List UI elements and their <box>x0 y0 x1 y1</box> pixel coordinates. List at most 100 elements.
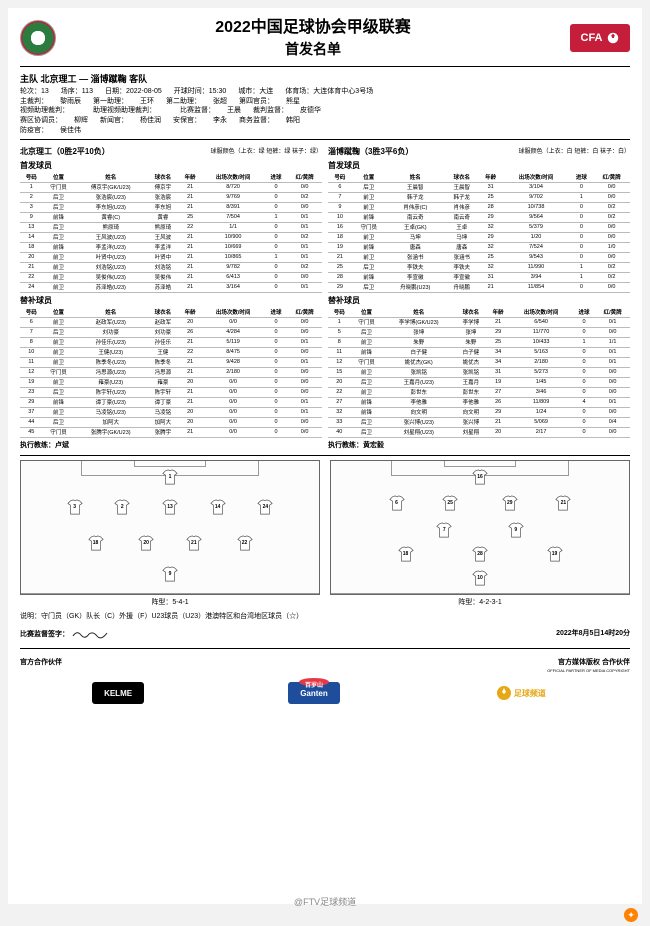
jersey: 19 <box>546 546 564 562</box>
away-formation-label: 阵型：4-2-3-1 <box>330 597 630 607</box>
subs-label: 替补球员 <box>20 293 322 308</box>
table-row: 13后卫熊原琦熊原琦221/100/1 <box>20 222 322 232</box>
document-page: 2022中国足球协会甲级联赛 首发名单 CFA 主队 北京理工 — 淄博蹴鞠 客… <box>8 8 642 904</box>
signature-line: 比赛监督签字： 2022年8月5日14时20分 <box>20 628 630 640</box>
jersey: 9 <box>507 522 525 538</box>
signature-scribble <box>71 628 111 640</box>
table-row: 10前卫王健(U23)王健228/47500/0 <box>20 347 322 357</box>
jersey: 24 <box>256 499 274 515</box>
table-row: 9前卫肖伟彦(C)肖伟彦2810/73800/2 <box>328 202 630 212</box>
home-roster: 北京理工（0胜2平10负） 球服颜色（上衣：绿 短裤：绿 袜子：绿） 首发球员 … <box>20 143 322 452</box>
table-row: 24前卫苏泽皓(U23)苏泽皓213/16400/1 <box>20 282 322 292</box>
main-title: 2022中国足球协会甲级联赛 <box>56 18 570 39</box>
header: 2022中国足球协会甲级联赛 首发名单 CFA <box>20 18 630 63</box>
table-row: 1守门员李学博(GK/U23)李学博216/54000/1 <box>328 317 630 327</box>
jersey: 7 <box>435 522 453 538</box>
table-row: 32前锋向文明向文明291/2400/0 <box>328 407 630 417</box>
table-row: 40后卫刘星翔(U23)刘星翔202/1700/0 <box>328 427 630 437</box>
formations: 132131424182021229 阵型：5-4-1 166252921791… <box>20 460 630 607</box>
jersey: 21 <box>554 495 572 511</box>
table-row: 7前卫韩子龙韩子龙259/70210/0 <box>328 192 630 202</box>
divider <box>20 139 630 140</box>
pitch-home: 132131424182021229 <box>20 460 320 595</box>
table-row: 12守门员冯思源(U23)冯思源212/18000/0 <box>20 367 322 377</box>
table-row: 21前卫刘浩铭(U23)刘浩铭219/78200/2 <box>20 262 322 272</box>
table-row: 18前卫马坤马坤291/2000/0 <box>328 232 630 242</box>
table-row: 22前卫彭世东彭世东273/4600/0 <box>328 387 630 397</box>
away-roster: 淄博蹴鞠（3胜3平6负） 球服颜色（上衣：白 短裤：白 袜子：白） 首发球员 号… <box>328 143 630 452</box>
divider <box>20 455 630 456</box>
table-row: 23后卫陈宇轩(U23)陈宇轩210/000/0 <box>20 387 322 397</box>
table-row: 9前锋黄睿(C)黄睿257/50410/1 <box>20 212 322 222</box>
legend-notes: 说明：守门员（GK）队长（C）外援（F）U23球员（U23）港澳特区和台湾地区球… <box>20 612 630 623</box>
table-row: 37前卫马凌铭(U23)马凌铭200/000/1 <box>20 407 322 417</box>
table-row: 28前锋李宣徽李宣徽313/9410/2 <box>328 272 630 282</box>
table-row: 29后卫舟晓鹏(U23)舟晓鹏2111/85400/0 <box>328 282 630 292</box>
jersey: 18 <box>397 546 415 562</box>
jersey: 9 <box>161 566 179 582</box>
table-row: 1守门员傅京宇(GK/U23)傅京宇218/72000/0 <box>20 182 322 192</box>
sig-label: 比赛监督签字： <box>20 628 111 640</box>
table-row: 19前锋唐森唐森327/52401/0 <box>328 242 630 252</box>
table-row: 45守门员张腾宇(GK/U23)张腾宇210/000/0 <box>20 427 322 437</box>
divider <box>20 648 630 649</box>
jersey: 18 <box>87 535 105 551</box>
home-formation-label: 阵型：5-4-1 <box>20 597 320 607</box>
table-row: 33后卫张兴博(U23)张兴博215/06900/4 <box>328 417 630 427</box>
partners-label: 官方合作伙伴 官方媒体版权 合作伙伴 OFFICIAL PARTNER OF M… <box>20 657 630 674</box>
table-row: 12守门员姚优杰(GK)姚优杰342/18000/1 <box>328 357 630 367</box>
cfa-round-logo <box>20 20 56 56</box>
table-row: 10前锋南云奇南云奇299/56400/2 <box>328 212 630 222</box>
table-row: 3后卫李东旭(U23)李东旭218/39100/0 <box>20 202 322 212</box>
home-formation: 132131424182021229 阵型：5-4-1 <box>20 460 320 607</box>
jersey: 10 <box>471 570 489 586</box>
ganten-logo: 百岁山 Ganten <box>288 682 340 704</box>
subs-label: 替补球员 <box>328 293 630 308</box>
home-coach: 执行教练：卢斌 <box>20 438 322 452</box>
jersey: 22 <box>236 535 254 551</box>
match-info: 轮次：13场序：113日期：2022-08-05开球时间：15:30城市：大连体… <box>20 87 630 136</box>
partners-logos: KELME 百岁山 Ganten 足球频道 <box>20 678 630 708</box>
away-subs-table: 号码位置姓名球衣名年龄出场次数/时间进球红/黄牌1守门员李学博(GK/U23)李… <box>328 308 630 438</box>
home-starters-table: 号码位置姓名球衣名年龄出场次数/时间进球红/黄牌1守门员傅京宇(GK/U23)傅… <box>20 173 322 293</box>
table-row: 2后卫张浩宸(U23)张浩宸219/76900/2 <box>20 192 322 202</box>
table-row: 29前锋谭丁豪(U23)谭丁豪210/000/1 <box>20 397 322 407</box>
table-row: 6后卫王晨智王晨智313/10400/0 <box>328 182 630 192</box>
football-icon <box>496 685 512 701</box>
weibo-icon: ✦ <box>624 908 638 922</box>
table-row: 14后卫王风波(U23)王风波2110/90000/2 <box>20 232 322 242</box>
kelme-logo: KELME <box>92 682 144 704</box>
roster-container: 北京理工（0胜2平10负） 球服颜色（上衣：绿 短裤：绿 袜子：绿） 首发球员 … <box>20 143 630 452</box>
starters-label: 首发球员 <box>20 158 322 173</box>
jersey: 25 <box>441 495 459 511</box>
watermark: @FTV足球频道 <box>294 895 356 908</box>
away-coach: 执行教练：黄宏毅 <box>328 438 630 452</box>
sig-date: 2022年8月5日14时20分 <box>556 628 630 640</box>
subtitle: 首发名单 <box>56 39 570 59</box>
table-row: 25后卫李铁夫李铁夫3211/99010/2 <box>328 262 630 272</box>
table-row: 19前卫雍豪(U23)雍豪200/000/0 <box>20 377 322 387</box>
jersey: 28 <box>471 546 489 562</box>
table-row: 44后卫加阿大加阿大200/000/0 <box>20 417 322 427</box>
jersey: 2 <box>113 499 131 515</box>
jersey: 14 <box>209 499 227 515</box>
jersey: 13 <box>161 499 179 515</box>
home-team-header: 北京理工（0胜2平10负） 球服颜色（上衣：绿 短裤：绿 袜子：绿） <box>20 143 322 158</box>
table-row: 16守门员王卓(GK)王卓325/37900/0 <box>328 222 630 232</box>
jersey: 16 <box>471 469 489 485</box>
jersey: 20 <box>137 535 155 551</box>
table-row: 11前卫陈季冬(U23)陈季冬219/42800/1 <box>20 357 322 367</box>
away-team-header: 淄博蹴鞠（3胜3平6负） 球服颜色（上衣：白 短裤：白 袜子：白） <box>328 143 630 158</box>
table-row: 21前卫张涵书张涵书259/54300/0 <box>328 252 630 262</box>
teams-line: 主队 北京理工 — 淄博蹴鞠 客队 <box>20 70 630 87</box>
away-starters-table: 号码位置姓名球衣名年龄出场次数/时间进球红/黄牌6后卫王晨智王晨智313/104… <box>328 173 630 293</box>
jersey: 29 <box>501 495 519 511</box>
table-row: 20后卫王嘉月(U23)王嘉月191/4500/0 <box>328 377 630 387</box>
pitch-away: 16 6 25 29 21 7 9 18 28 19 10 <box>330 460 630 595</box>
ftv-logo: 足球频道 <box>484 682 558 704</box>
jersey: 6 <box>388 495 406 511</box>
table-row: 7后卫刘功豪刘功豪264/28400/0 <box>20 327 322 337</box>
table-row: 8前卫朱野朱野2510/43311/1 <box>328 337 630 347</box>
away-formation: 16 6 25 29 21 7 9 18 28 19 10 阵型：4-2-3-1 <box>330 460 630 607</box>
divider <box>20 66 630 67</box>
